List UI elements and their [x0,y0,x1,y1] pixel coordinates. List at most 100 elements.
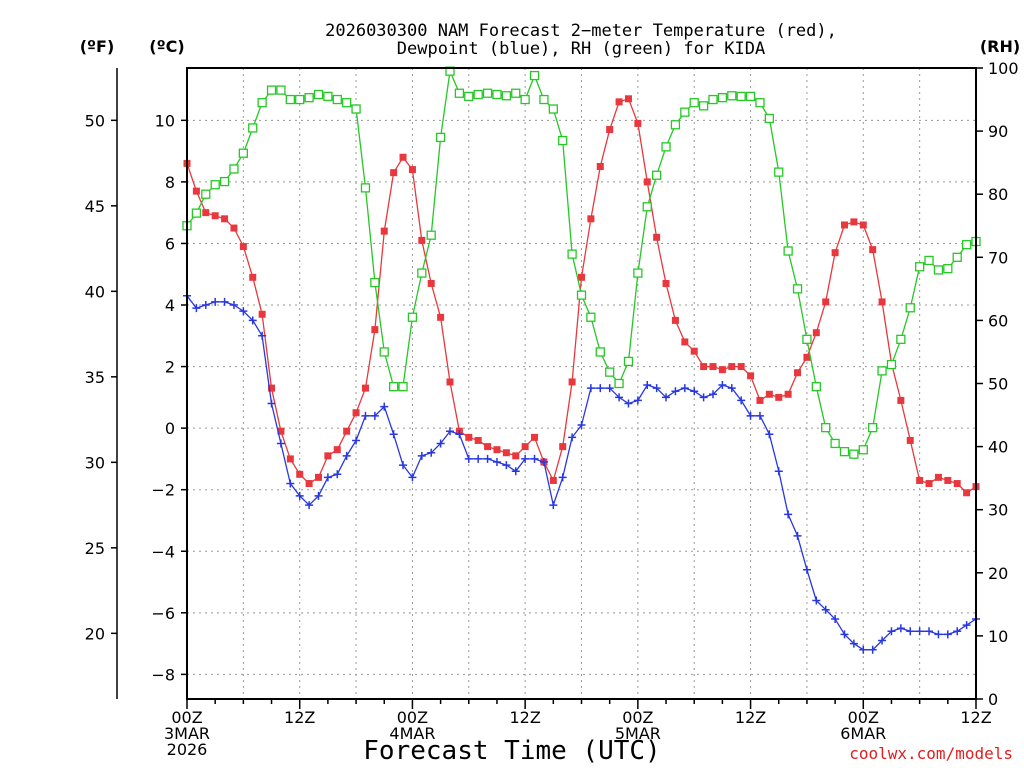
rh-point [680,107,690,117]
x-tick-label: 6MAR [840,724,886,743]
rh-point [633,268,643,278]
rh-tick-label: 20 [988,564,1008,583]
temperature-point [850,218,858,226]
celsius-tick-label: 2 [165,358,175,377]
rh-point [764,113,775,124]
dewpoint-point [436,439,445,448]
celsius-tick-label: −4 [151,542,175,561]
temperature-point [427,279,435,287]
dewpoint-point [248,316,257,325]
rh-point [727,91,737,101]
rh-point [388,382,399,392]
dewpoint-point [549,501,558,510]
dewpoint-point [521,454,530,463]
dewpoint-point [314,491,323,500]
temperature-point [578,273,585,281]
rh-point [351,104,361,114]
temperature-point [878,298,886,306]
rh-point [745,91,756,102]
rh-point [651,170,662,180]
rh-point [304,93,314,103]
temperature-point [221,215,229,223]
plot-frame [186,67,977,700]
dewpoint-point [586,384,595,393]
temperature-point [380,227,388,235]
rh-point [952,252,962,262]
dewpoint-point [502,461,511,470]
rh-point [576,290,587,300]
temperature-point [202,209,210,217]
rh-point [238,148,249,158]
dewpoint-point [727,384,736,393]
temperature-point [305,480,313,488]
dewpoint-point [746,411,755,420]
chart-title-line-2: Dewpoint (blue), RH (green) for KIDA [397,39,765,59]
temperature-point [925,480,933,488]
dewpoint-point [201,301,210,310]
temperature-point [559,443,567,451]
rh-tick-label: 80 [988,185,1008,204]
rh-tick-label: 70 [988,248,1008,267]
x-tick-label: 00Z [848,708,879,727]
temperature-point [596,162,604,170]
temperature-point [963,489,971,497]
dewpoint-point [558,473,567,482]
temperature-point [643,178,651,186]
dewpoint-point [671,387,680,396]
celsius-tick-label: −2 [151,481,175,500]
rh-point [689,98,699,108]
dewpoint-point [258,331,267,340]
rh-point [783,246,793,256]
rh-point [398,382,408,392]
rh-tick-label: 50 [988,375,1008,394]
dewpoint-point [568,433,577,442]
rh-point [229,164,239,174]
rh-point [379,347,389,357]
dewpoint-point [239,307,248,316]
dewpoint-point [211,297,220,306]
rh-point [529,70,540,81]
dewpoint-point [934,630,943,639]
chart-title-line-1: 2026030300 NAM Forecast 2−meter Temperat… [325,21,837,41]
rh-point [426,230,436,240]
dewpoint-point [352,436,361,445]
rh-point [896,334,906,344]
x-tick-label: 2026 [167,740,208,759]
temperature-point [803,353,811,361]
rh-series [182,66,981,459]
rh-tick-label: 30 [988,501,1008,520]
rh-axis-unit: (RH) [980,37,1020,56]
rh-tick-label: 10 [988,627,1008,646]
dewpoint-point [812,596,821,605]
rh-point [877,366,887,376]
fahrenheit-tick-label: 35 [85,368,105,387]
rh-point [605,367,615,377]
rh-point [839,446,850,457]
dewpoint-point [953,627,962,636]
celsius-tick-label: −6 [151,604,175,623]
temperature-point [211,212,219,220]
fahrenheit-tick-label: 20 [85,624,105,643]
rh-point [219,176,230,187]
dewpoint-point [868,645,877,654]
dewpoint-point [267,399,276,408]
temperature-point [718,366,726,374]
dewpoint-point [680,384,689,393]
dewpoint-point [737,396,746,405]
temperature-point [831,249,839,257]
rh-point [539,94,549,105]
celsius-tick-label: −8 [151,665,175,684]
temperature-point [700,363,708,371]
dewpoint-point [220,297,229,306]
fahrenheit-axis-unit: (ºF) [80,37,115,56]
temperature-point [690,347,698,355]
rh-point [511,88,521,98]
dewpoint-point [878,636,887,645]
rh-point [257,98,267,108]
temperature-point [493,446,501,454]
temperature-point [286,455,294,463]
temperature-point [775,393,783,401]
temperature-point [624,95,632,103]
temperature-point [587,215,595,223]
rh-point [323,91,333,102]
